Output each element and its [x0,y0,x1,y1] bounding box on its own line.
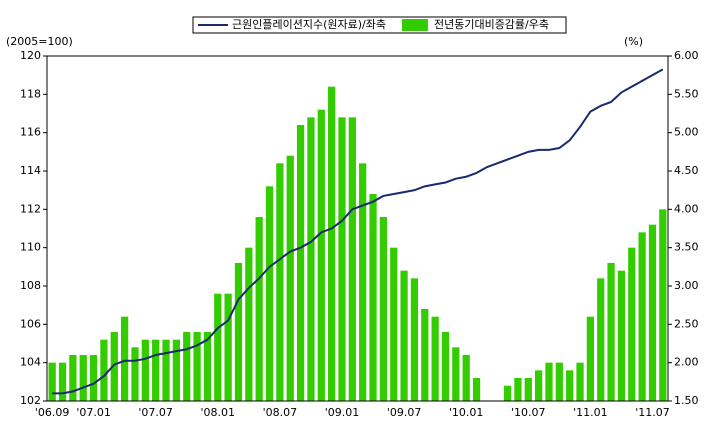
legend-swatch [401,19,428,31]
x-tick-label: '09.07 [387,406,422,419]
bar [162,339,170,401]
y-tick-label: 112 [20,202,41,215]
bar [659,209,667,401]
y2-tick-label: 3.50 [674,241,699,254]
legend-label: 근원인플레이션지수(원자료)/좌축 [232,18,386,31]
y-tick-label: 106 [20,317,41,330]
x-tick-label: '08.07 [263,406,298,419]
legend-label: 전년동기대비증감률/우축 [434,18,549,31]
bar [359,163,367,401]
bar [441,332,450,401]
bar [58,362,67,401]
bar [131,347,139,401]
x-tick-label: '06.09 [35,406,70,419]
x-tick-label: '07.07 [138,406,173,419]
bar [69,355,77,401]
legend-box [192,16,567,34]
bar [472,378,481,401]
bar [369,194,377,401]
bar [141,339,149,401]
y-tick-label: 116 [20,126,41,139]
bar [535,370,543,401]
bar [89,355,98,401]
bar [276,163,284,401]
bar [214,293,222,401]
x-tick-label: '07.01 [76,406,111,419]
bar [555,362,563,401]
bar [203,332,212,401]
bar [390,247,398,401]
bar [152,339,160,401]
bar [338,117,346,401]
bar [121,316,129,401]
bar [224,293,232,401]
bar [79,355,87,401]
bar [524,378,532,401]
y-tick-label: 102 [20,394,41,407]
bar [514,378,522,401]
bar [100,339,108,401]
bar [638,232,646,401]
x-tick-label: '10.01 [449,406,484,419]
y-axis-label: (2005=100) [6,35,73,48]
bar [286,155,294,401]
bar [503,385,512,401]
bar [265,186,274,401]
y2-tick-label: 2.00 [674,356,699,369]
bar [617,270,626,401]
y2-tick-label: 5.00 [674,126,699,139]
plot-frame [46,55,669,402]
y2-tick-label: 4.50 [674,164,699,177]
bar [566,370,574,401]
x-tick-label: '08.01 [201,406,236,419]
y-tick-label: 108 [20,279,41,292]
bar [586,316,594,401]
bar [576,362,584,401]
y-tick-label: 104 [20,356,41,369]
line [52,68,664,395]
bar [545,362,553,401]
y2-tick-label: 4.00 [674,202,699,215]
y-tick-label: 120 [20,49,41,62]
y-tick-label: 114 [20,164,41,177]
y2-tick-label: 3.00 [674,279,699,292]
bar [400,270,408,401]
y2-tick-label: 5.50 [674,87,699,100]
x-tick-label: '11.01 [573,406,608,419]
bar [307,117,315,401]
bar [348,117,356,401]
bar [110,332,118,401]
x-tick-label: '11.07 [635,406,670,419]
bar [597,278,605,401]
bar [648,224,657,401]
y2-tick-label: 2.50 [674,317,699,330]
bar [317,109,325,402]
bar [421,309,429,401]
bar [296,125,305,401]
bar [245,247,253,401]
y-tick-label: 110 [20,241,41,254]
bar [462,355,470,401]
bar [48,362,56,401]
y-tick-label: 118 [20,87,41,100]
bar [193,332,201,401]
bar [255,217,263,401]
bar [628,247,636,401]
bar [431,316,439,401]
y2-tick-label: 1.50 [674,394,699,407]
bar [328,86,336,402]
bar [452,347,460,401]
bar [172,339,180,401]
x-tick-label: '10.07 [511,406,546,419]
bar [410,278,419,401]
bar [183,332,191,401]
y2-tick-label: 6.00 [674,49,699,62]
bar [379,217,387,401]
y2-axis-label: (%) [624,35,643,48]
x-tick-label: '09.01 [325,406,360,419]
bar [607,263,615,401]
bar [234,263,243,401]
